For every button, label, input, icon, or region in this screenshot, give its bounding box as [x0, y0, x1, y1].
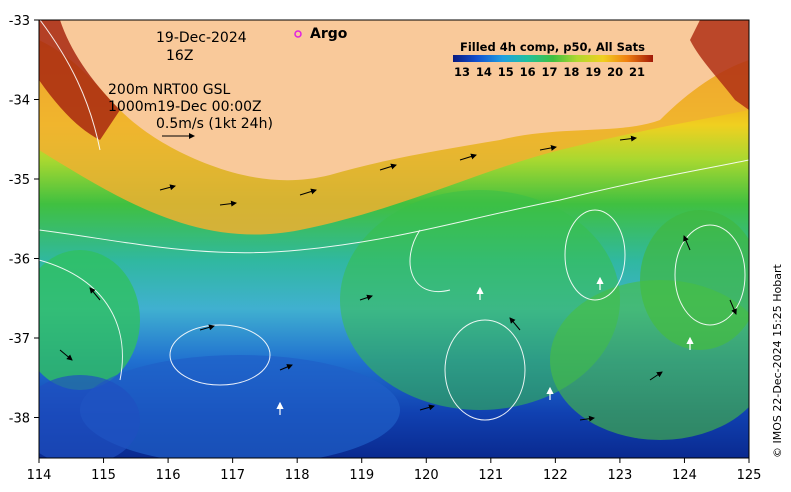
- colorbar-tick-label: 18: [563, 65, 579, 79]
- depth-legend-200m: 200m NRT00 GSL: [108, 82, 231, 98]
- current-vectors: [59, 135, 737, 422]
- colorbar-tick-label: 20: [607, 65, 623, 79]
- time-label: 16Z: [166, 48, 193, 64]
- x-tick-label: 116: [156, 468, 181, 483]
- x-tick-label: 115: [91, 468, 116, 483]
- colorbar-ticks: 13 14 15 16 17 18 19 20 21: [454, 65, 645, 79]
- colorbar-tick-label: 16: [520, 65, 536, 79]
- contours: [39, 20, 749, 421]
- y-tick-label: -38: [9, 412, 30, 427]
- x-axis: 114 115 116 117 118 119 120 121 122 123 124 125: [27, 458, 762, 483]
- depth-legend-1000m: 1000m19-Dec 00:00Z: [108, 99, 262, 115]
- y-axis: -33 -34 -35 -36 -37 -38: [9, 14, 39, 427]
- x-tick-label: 122: [543, 468, 568, 483]
- x-tick-label: 117: [220, 468, 245, 483]
- date-label: 19-Dec-2024: [156, 30, 247, 46]
- plot-frame: [38, 19, 750, 459]
- x-tick-label: 119: [349, 468, 374, 483]
- y-tick-label: -35: [9, 173, 30, 188]
- x-tick-label: 125: [737, 468, 762, 483]
- cool-pool: [80, 355, 400, 458]
- colorbar-tick-label: 15: [498, 65, 514, 79]
- hot-fringe-east: [690, 20, 749, 110]
- x-tick-label: 118: [285, 468, 310, 483]
- colorbar-tick-label: 17: [541, 65, 557, 79]
- credit-label: © IMOS 22-Dec-2024 15:25 Hobart: [771, 263, 784, 458]
- colorbar-title: Filled 4h comp, p50, All Sats: [460, 40, 645, 54]
- x-tick-label: 121: [478, 468, 503, 483]
- x-tick-label: 120: [414, 468, 439, 483]
- colorbar-tick-label: 14: [476, 65, 492, 79]
- vector-scale-label: 0.5m/s (1kt 24h): [156, 116, 273, 132]
- y-tick-label: -34: [9, 94, 30, 109]
- y-tick-label: -33: [9, 14, 30, 29]
- eddy-southeast: [550, 280, 749, 440]
- argo-label: Argo: [310, 26, 348, 42]
- argo-vectors: [276, 276, 694, 415]
- y-tick-label: -37: [9, 332, 30, 347]
- y-tick-label: -36: [9, 253, 30, 268]
- colorbar: [453, 55, 653, 62]
- cool-pool-west: [39, 375, 140, 458]
- x-tick-label: 123: [607, 468, 632, 483]
- hot-fringe-west: [39, 20, 120, 140]
- argo-marker: [294, 30, 302, 38]
- eddy-west: [39, 250, 140, 390]
- colorbar-tick-label: 19: [585, 65, 601, 79]
- colorbar-tick-label: 13: [454, 65, 470, 79]
- x-tick-label: 114: [27, 468, 52, 483]
- colorbar-tick-label: 21: [629, 65, 645, 79]
- x-tick-label: 124: [672, 468, 697, 483]
